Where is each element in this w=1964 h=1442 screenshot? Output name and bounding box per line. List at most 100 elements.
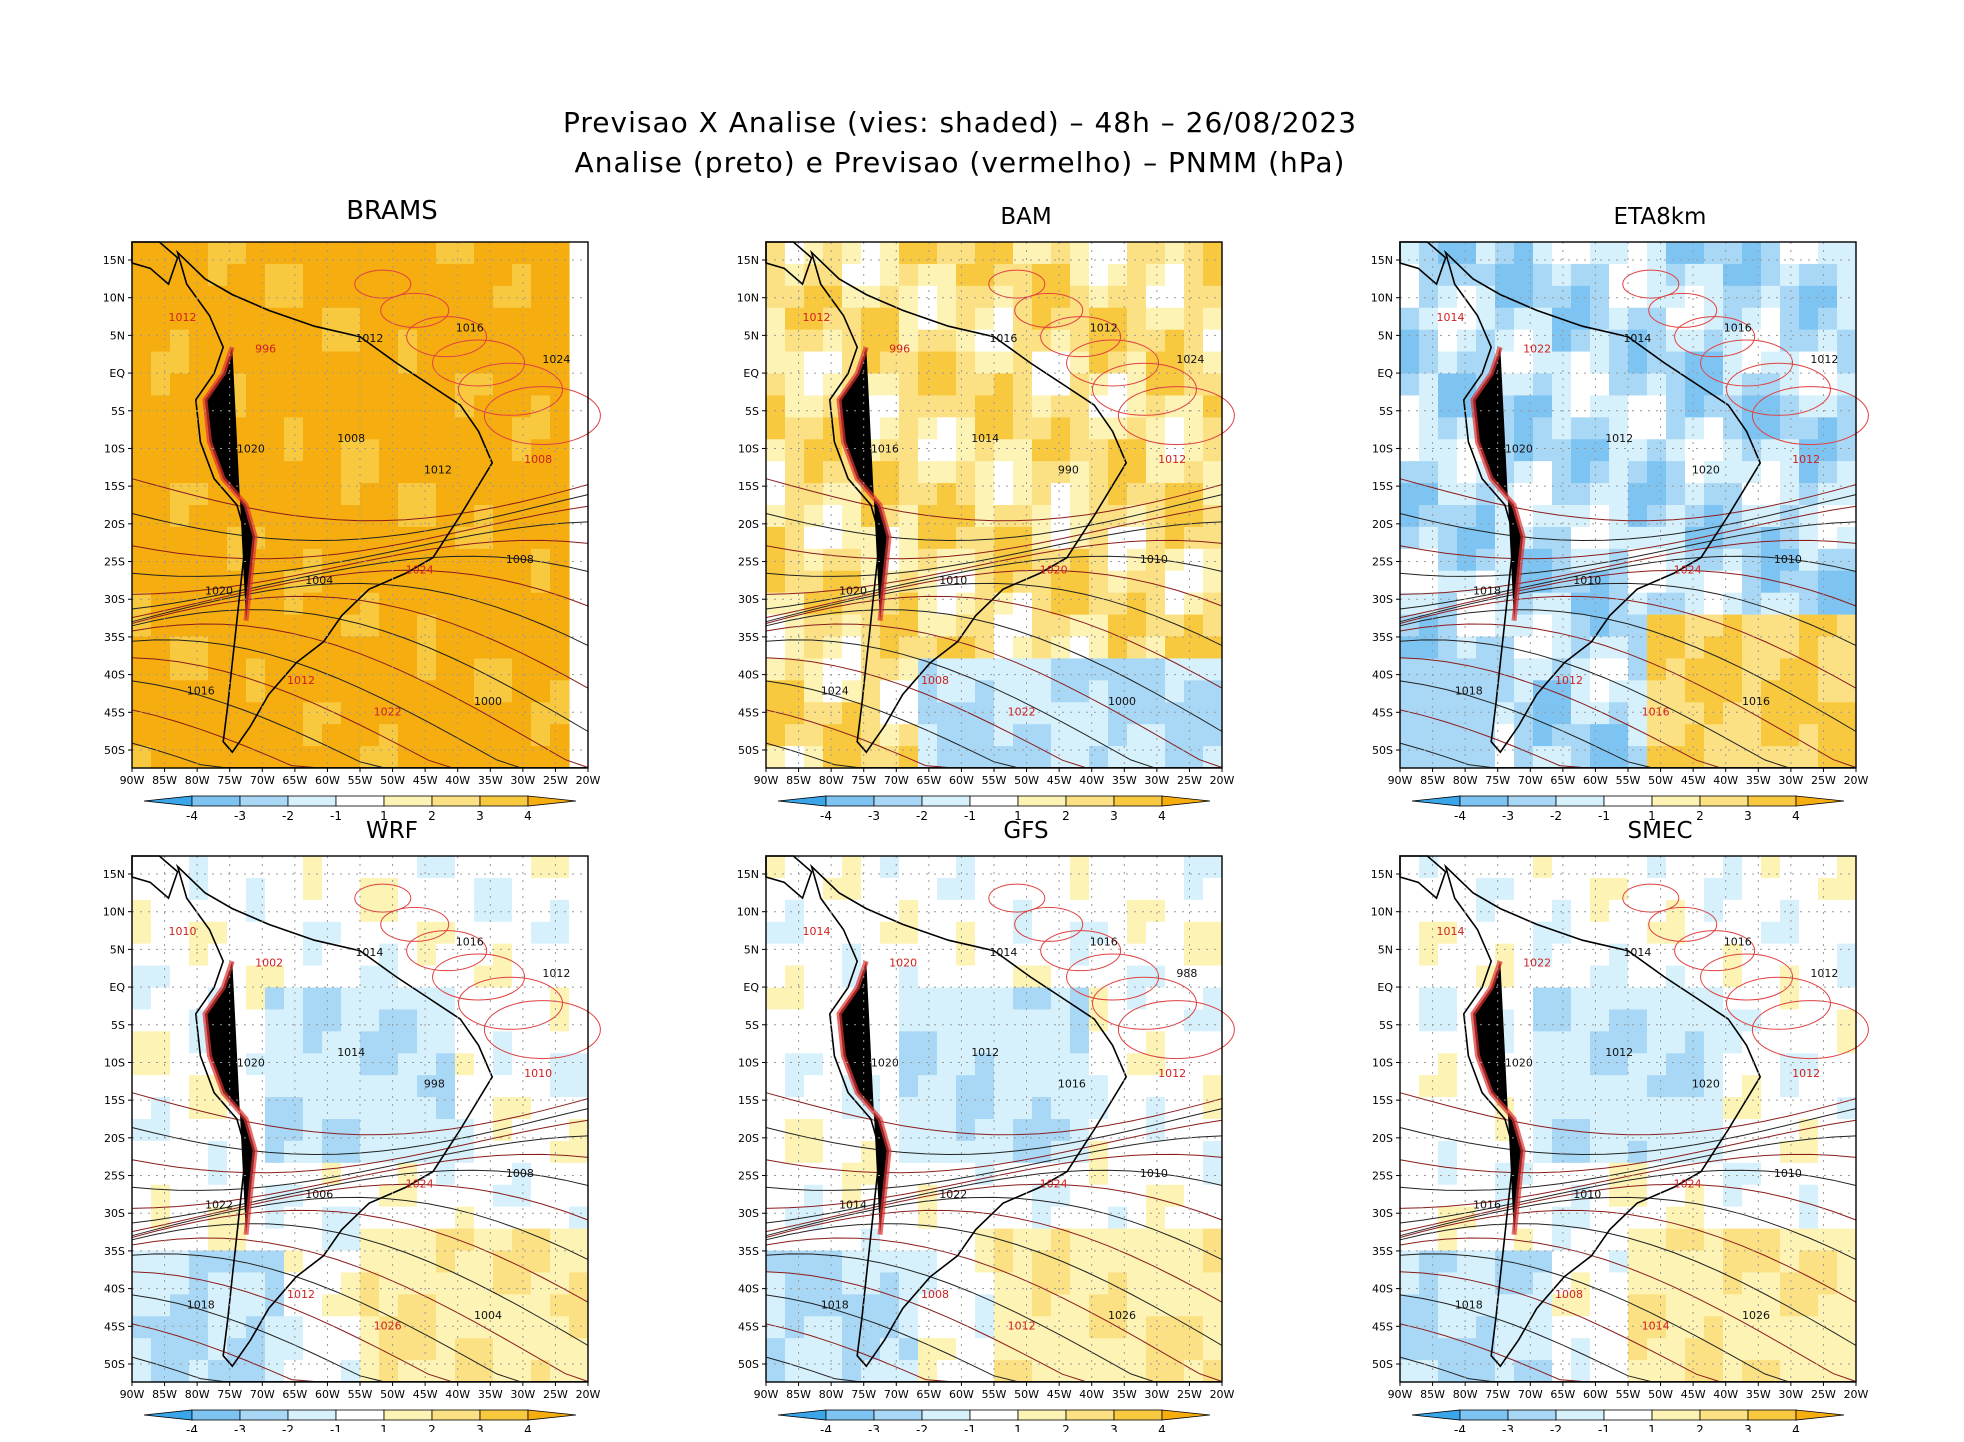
bias-cell [1818, 1053, 1838, 1076]
lon-label: 20W [1210, 774, 1235, 787]
bias-cell [284, 1206, 304, 1230]
bias-cell [322, 263, 342, 287]
lat-label: 25S [1372, 1170, 1393, 1183]
bias-cell [417, 987, 437, 1011]
bias-cell [208, 242, 228, 265]
bias-cell [1666, 1228, 1686, 1252]
bias-cell [1476, 877, 1496, 901]
bias-cell [341, 724, 361, 747]
bias-cell [341, 614, 361, 638]
bias-cell [1203, 1272, 1223, 1295]
bias-cell [1552, 592, 1572, 616]
bias-cell [1818, 899, 1838, 923]
lat-label: 35S [104, 631, 125, 644]
bias-cell [1837, 1206, 1857, 1230]
bias-cell [170, 636, 190, 660]
bias-cell [975, 614, 995, 638]
bias-cell [189, 658, 209, 681]
bias-cell [398, 1228, 418, 1252]
forecast-isobar [483, 1000, 601, 1060]
bias-cell [1146, 746, 1166, 769]
bias-cell [1533, 483, 1553, 506]
bias-cell [975, 592, 995, 616]
bias-cell [322, 242, 342, 265]
colorbar-arrow-high [1795, 1409, 1845, 1421]
bias-cell [1013, 1250, 1033, 1274]
bias-cell [1438, 373, 1458, 397]
bias-cell [170, 417, 190, 440]
bias-cell [1590, 724, 1610, 747]
bias-cell [550, 943, 570, 967]
bias-cell [493, 570, 513, 594]
bias-cell [512, 614, 532, 638]
bias-cell [1799, 1009, 1819, 1032]
bias-cell [842, 1360, 862, 1383]
bias-cell [1742, 1075, 1762, 1098]
bias-cell [531, 1184, 551, 1208]
isobar-label: 1020 [871, 1056, 899, 1069]
bias-cell [474, 1338, 494, 1361]
bias-cell [804, 1184, 824, 1208]
bias-cell [170, 680, 190, 703]
bias-cell [1108, 680, 1128, 703]
bias-cell [550, 461, 570, 484]
lat-label: 10N [103, 906, 125, 919]
bias-cell [880, 1228, 900, 1252]
bias-cell [1457, 1119, 1477, 1142]
lat-label: 5N [110, 943, 125, 956]
bias-cell [804, 395, 824, 418]
bias-cell [1837, 1316, 1857, 1339]
bias-cell [1184, 263, 1204, 287]
bias-cell [474, 242, 494, 265]
bias-cell [512, 373, 532, 397]
bias-cell [474, 680, 494, 703]
bias-cell [823, 1119, 843, 1142]
bias-cell [493, 461, 513, 484]
bias-cell [1780, 570, 1800, 594]
bias-cell [804, 702, 824, 725]
bias-cell [804, 505, 824, 528]
bias-cell [1780, 439, 1800, 462]
bias-cell [956, 329, 976, 353]
bias-cell [531, 1228, 551, 1252]
bias-cell [531, 351, 551, 375]
bias-cell [398, 1272, 418, 1295]
bias-cell [208, 1250, 228, 1274]
bias-cell [360, 242, 380, 265]
bias-cell [1146, 1338, 1166, 1361]
bias-cell [1742, 1009, 1762, 1032]
bias-cell [189, 899, 209, 923]
forecast-isobar [131, 478, 589, 522]
bias-cell [1628, 1031, 1648, 1054]
lat-label: 40S [738, 669, 759, 682]
bias-cell [1013, 724, 1033, 747]
lat-label: 35S [738, 1245, 759, 1258]
bias-cell [265, 856, 285, 879]
bias-cell [189, 1316, 209, 1339]
bias-cell [455, 702, 475, 725]
bias-cell [1628, 899, 1648, 923]
bias-cell [1089, 1097, 1109, 1120]
bias-cell [1666, 680, 1686, 703]
bias-cell [1704, 1097, 1724, 1120]
bias-cell [132, 1228, 152, 1252]
bias-cell [569, 1184, 589, 1208]
forecast-isobar [1014, 292, 1084, 328]
bias-cell [1032, 680, 1052, 703]
bias-cell [531, 987, 551, 1011]
bias-cell [265, 526, 285, 550]
isobar-label: 1012 [1792, 1067, 1820, 1080]
bias-cell [474, 877, 494, 901]
bias-cell [189, 965, 209, 989]
bias-cell [1609, 702, 1629, 725]
bias-cell [785, 505, 805, 528]
lon-label: 85W [786, 1388, 811, 1401]
bias-cell [1165, 1338, 1185, 1361]
lon-label: 70W [1518, 1388, 1543, 1401]
bias-cell [284, 395, 304, 418]
lat-label: 40S [1372, 1283, 1393, 1296]
bias-cell [151, 592, 171, 616]
bias-cell [1552, 1206, 1572, 1230]
bias-cell [341, 899, 361, 923]
bias-cell [379, 1206, 399, 1230]
